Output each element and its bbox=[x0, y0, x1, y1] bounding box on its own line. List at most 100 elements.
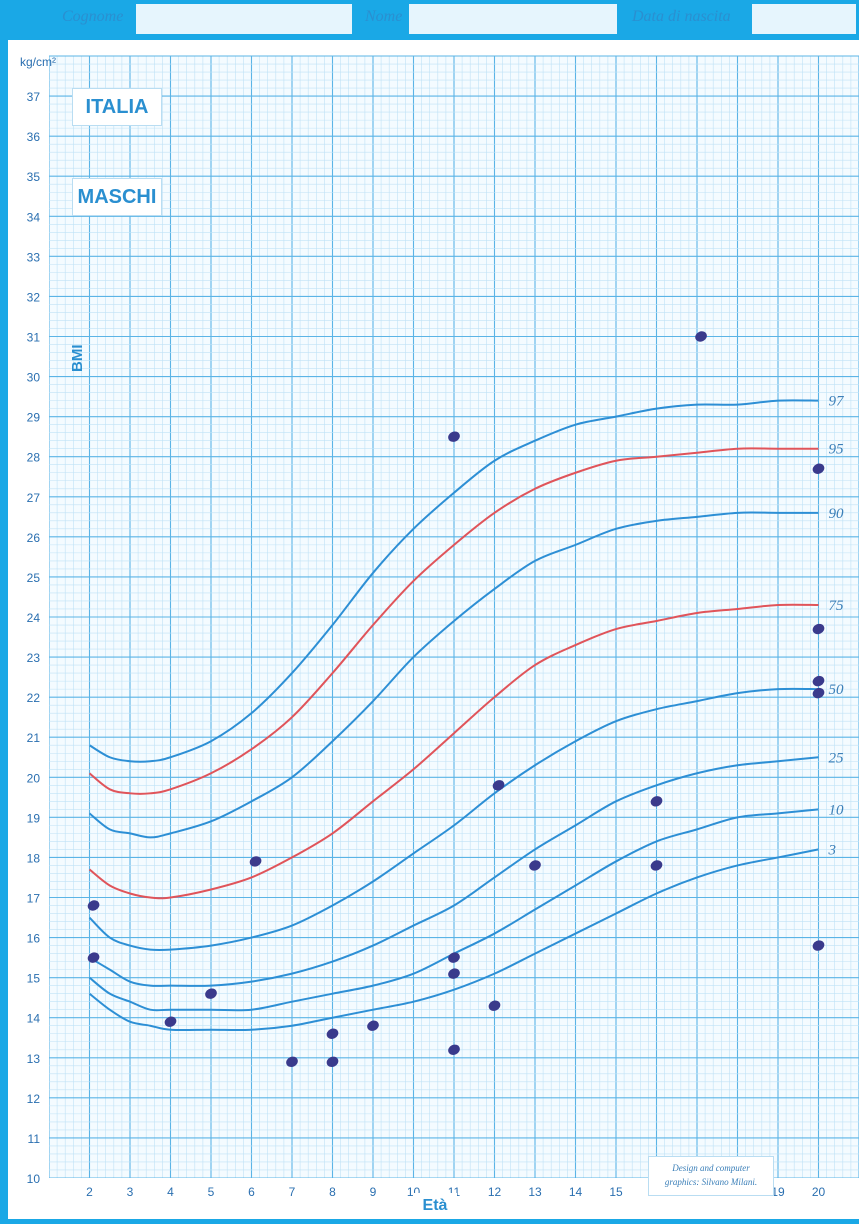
birthdate-label: Data di nascita bbox=[632, 8, 731, 25]
x-title-bg bbox=[413, 1193, 457, 1217]
data-point bbox=[650, 796, 663, 807]
percentile-curve-3 bbox=[88, 848, 819, 1032]
percentile-label: 75 bbox=[829, 598, 845, 614]
y-tick-label: 29 bbox=[27, 411, 41, 425]
data-point bbox=[164, 1016, 177, 1027]
percentile-label: 97 bbox=[829, 394, 846, 410]
data-point bbox=[812, 687, 825, 699]
x-tick-label: 5 bbox=[208, 1185, 215, 1199]
y-tick-label: 26 bbox=[27, 531, 41, 545]
surname-field[interactable] bbox=[136, 4, 352, 34]
data-point bbox=[812, 940, 825, 951]
chart-grid bbox=[48, 55, 859, 1179]
data-point bbox=[448, 968, 460, 979]
y-tick-label: 13 bbox=[27, 1052, 41, 1066]
y-tick-label: 17 bbox=[27, 892, 41, 906]
y-tick-label: 35 bbox=[27, 170, 41, 184]
data-point bbox=[492, 780, 505, 791]
data-point bbox=[249, 856, 262, 867]
percentile-curve-50 bbox=[88, 687, 819, 952]
data-point bbox=[650, 860, 663, 871]
x-tick-label: 8 bbox=[329, 1185, 336, 1199]
x-tick-label: 19 bbox=[771, 1185, 785, 1199]
y-tick-label: 18 bbox=[27, 851, 41, 865]
data-point bbox=[812, 623, 825, 635]
y-tick-label: 20 bbox=[27, 771, 41, 785]
data-point bbox=[367, 1020, 379, 1031]
y-tick-label: 28 bbox=[27, 451, 41, 465]
y-tick-label: 14 bbox=[27, 1012, 41, 1026]
y-axis-title: BMI bbox=[69, 345, 86, 373]
x-axis-title: Età bbox=[423, 1197, 448, 1214]
y-unit-label: kg/cm² bbox=[20, 55, 56, 69]
credit-line-1: Design and computer bbox=[672, 1163, 750, 1173]
y-tick-label: 31 bbox=[27, 331, 41, 345]
data-point bbox=[326, 1056, 339, 1067]
percentile-label: 25 bbox=[829, 750, 845, 766]
y-tick-label: 21 bbox=[27, 731, 41, 745]
data-point bbox=[448, 1044, 460, 1055]
y-tick-label: 36 bbox=[27, 130, 41, 144]
x-tick-label: 12 bbox=[488, 1185, 502, 1199]
percentile-labels: 97 95 90 75 50 25 10 3 bbox=[828, 394, 846, 859]
percentile-label: 50 bbox=[829, 682, 845, 698]
data-points bbox=[87, 331, 825, 1067]
x-tick-label: 9 bbox=[370, 1185, 377, 1199]
y-tick-label: 37 bbox=[27, 90, 41, 104]
sex-badge: MASCHI bbox=[72, 178, 162, 216]
y-tick-label: 24 bbox=[27, 611, 41, 625]
name-field[interactable] bbox=[409, 4, 617, 34]
y-tick-label: 32 bbox=[27, 290, 41, 304]
y-tick-label: 16 bbox=[27, 932, 41, 946]
data-point bbox=[695, 331, 707, 342]
surname-label: Cognome bbox=[62, 8, 124, 25]
x-tick-label: 14 bbox=[569, 1185, 583, 1199]
percentile-curve-97 bbox=[88, 399, 819, 763]
data-point bbox=[812, 463, 825, 474]
design-credit: Design and computer graphics: Silvano Mi… bbox=[648, 1156, 774, 1196]
percentile-label: 10 bbox=[829, 802, 845, 818]
percentile-label: 3 bbox=[828, 842, 837, 858]
birthdate-field[interactable] bbox=[752, 4, 856, 34]
data-point bbox=[87, 952, 100, 963]
y-tick-label: 30 bbox=[27, 371, 41, 385]
data-point bbox=[448, 431, 460, 442]
y-axis: 10 11 12 13 14 15 16 17 18 19 20 21 22 23 24 25 26 27 28 29… bbox=[8, 56, 49, 1208]
percentile-label: 95 bbox=[829, 442, 845, 458]
x-tick-label: 7 bbox=[289, 1185, 296, 1199]
percentile-label: 90 bbox=[829, 506, 845, 522]
y-tick-label: 19 bbox=[27, 811, 41, 825]
x-tick-label: 15 bbox=[609, 1185, 623, 1199]
x-tick-label: 4 bbox=[167, 1185, 174, 1199]
y-tick-label: 11 bbox=[28, 1132, 41, 1146]
x-tick-label: 6 bbox=[248, 1185, 255, 1199]
y-axis-band bbox=[8, 56, 49, 1208]
data-point bbox=[286, 1056, 298, 1067]
data-point bbox=[205, 988, 217, 999]
percentile-curve-10 bbox=[88, 808, 819, 1012]
y-tick-label: 22 bbox=[27, 691, 41, 705]
percentile-curve-90 bbox=[88, 511, 819, 839]
data-point bbox=[529, 860, 541, 871]
percentile-curve-25 bbox=[88, 756, 819, 987]
y-tick-label: 25 bbox=[27, 571, 41, 585]
y-tick-label: 33 bbox=[27, 250, 41, 264]
percentile-curve-75 bbox=[88, 603, 819, 900]
data-point bbox=[812, 675, 825, 687]
data-point bbox=[488, 1000, 501, 1011]
country-badge: ITALIA bbox=[72, 88, 162, 126]
data-point bbox=[326, 1028, 339, 1039]
percentile-curve-95 bbox=[88, 447, 819, 795]
data-point bbox=[448, 952, 460, 963]
data-point bbox=[87, 900, 100, 911]
y-tick-label: 15 bbox=[27, 972, 41, 986]
credit-line-2: graphics: Silvano Milani. bbox=[664, 1177, 758, 1187]
x-tick-label: 13 bbox=[528, 1185, 542, 1199]
x-tick-label: 3 bbox=[127, 1185, 134, 1199]
y-tick-label: 10 bbox=[27, 1172, 41, 1186]
y-tick-label: 23 bbox=[27, 651, 41, 665]
y-tick-label: 34 bbox=[27, 210, 41, 224]
x-tick-label: 2 bbox=[86, 1185, 93, 1199]
x-tick-label: 20 bbox=[812, 1185, 826, 1199]
bottom-border bbox=[0, 1219, 859, 1224]
